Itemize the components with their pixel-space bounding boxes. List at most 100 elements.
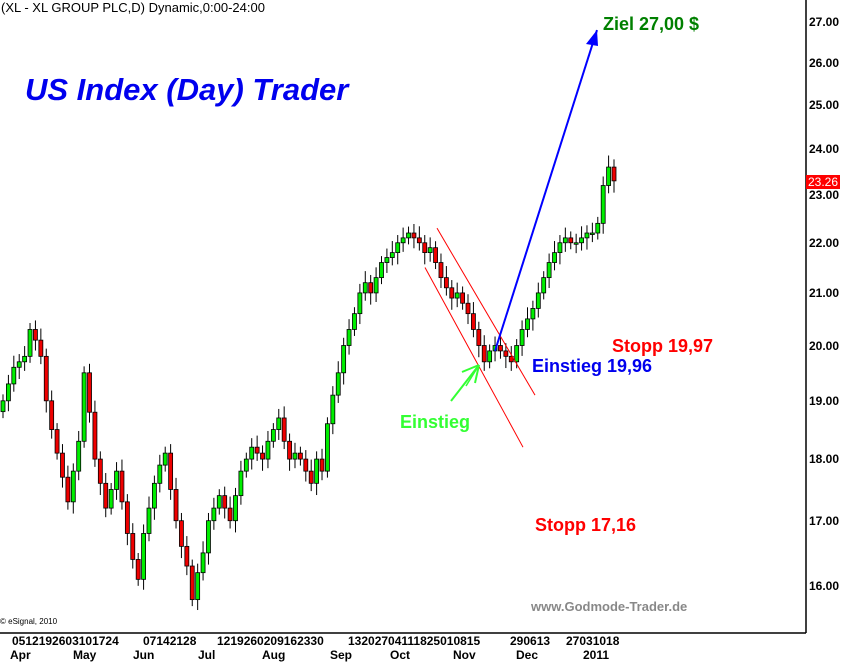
price-tick-label: 18.00 xyxy=(809,452,840,467)
candle-down xyxy=(460,292,466,304)
candle-up xyxy=(487,350,493,363)
candle-up xyxy=(233,495,238,522)
candle-down xyxy=(189,565,195,601)
candle-down xyxy=(416,237,422,244)
candles xyxy=(0,155,617,611)
candle-up xyxy=(606,166,611,186)
candle-down xyxy=(449,287,455,299)
candle-up xyxy=(292,452,298,460)
candle-up xyxy=(552,252,557,263)
month-label: May xyxy=(73,648,97,662)
candle-up xyxy=(243,458,249,472)
candle-down xyxy=(60,452,65,478)
candle-up xyxy=(341,345,347,374)
candle-up xyxy=(395,242,401,254)
candle-up xyxy=(589,232,595,235)
candle-down xyxy=(92,411,98,460)
candle-up xyxy=(70,470,76,503)
price-tick-label: 20.00 xyxy=(809,338,840,353)
candle-up xyxy=(600,185,606,224)
candle-up xyxy=(584,232,590,239)
month-label: 2011 xyxy=(583,648,610,662)
candle-up xyxy=(427,247,433,254)
candle-up xyxy=(557,242,563,254)
candle-up xyxy=(525,318,530,330)
candle-up xyxy=(519,329,525,346)
month-label: Aug xyxy=(262,648,286,662)
candle-up xyxy=(535,292,541,309)
candle-up xyxy=(238,470,244,497)
candle-down xyxy=(503,350,509,357)
candle-down xyxy=(303,458,309,472)
candle-up xyxy=(157,464,163,484)
candle-up xyxy=(141,533,146,580)
candle-down xyxy=(433,247,438,263)
overlay xyxy=(424,29,598,448)
candle-up xyxy=(546,262,552,279)
candle-down xyxy=(297,452,303,460)
candle-up xyxy=(579,237,584,244)
candle-down xyxy=(443,277,449,289)
candle-down xyxy=(476,329,482,346)
price-tick-label: 19.00 xyxy=(809,393,840,408)
price-tick-label: 17.00 xyxy=(809,513,840,528)
candle-up xyxy=(373,277,379,294)
candle-up xyxy=(541,277,547,294)
entry-arrow-head xyxy=(461,364,480,373)
candle-down xyxy=(411,232,417,239)
candle-down xyxy=(173,489,179,522)
candle-up xyxy=(211,507,217,522)
candle-down xyxy=(568,237,574,244)
candle-down xyxy=(124,501,130,534)
price-tick-label: 24.00 xyxy=(809,141,840,156)
channel-lower-line xyxy=(424,267,524,448)
price-tick-label: 26.00 xyxy=(809,55,840,70)
channel-upper-line xyxy=(436,227,536,396)
target-arrow-line xyxy=(494,29,598,352)
month-label: Jul xyxy=(198,648,216,662)
candle-up xyxy=(514,345,520,363)
day-labels: 07142128 xyxy=(143,634,197,648)
stop-high-label: Stopp 19,97 xyxy=(612,336,714,356)
candle-down xyxy=(422,242,428,254)
candle-up xyxy=(530,308,536,320)
entry-arrow-head xyxy=(474,364,480,384)
site-watermark: www.Godmode-Trader.de xyxy=(531,599,688,614)
candle-down xyxy=(38,339,44,357)
candle-down xyxy=(168,452,174,490)
candle-up xyxy=(81,372,87,442)
candle-up xyxy=(562,237,568,244)
price-tick-label: 21.00 xyxy=(809,285,840,300)
candle-up xyxy=(22,355,28,363)
candle-up xyxy=(357,292,363,315)
target-arrow-head-icon xyxy=(586,30,598,47)
candle-down xyxy=(65,476,71,503)
candle-down xyxy=(254,446,260,454)
candle-down xyxy=(179,520,184,547)
candle-down xyxy=(260,452,265,460)
candle-up xyxy=(325,423,330,472)
month-label: Apr xyxy=(10,648,31,662)
candle-up xyxy=(384,257,390,263)
candle-up xyxy=(11,366,17,385)
candle-up xyxy=(270,429,276,442)
candle-down xyxy=(49,400,55,430)
candle-up xyxy=(195,572,201,601)
candle-up xyxy=(162,452,168,466)
candle-up xyxy=(249,446,255,460)
price-tick-label: 16.00 xyxy=(809,579,840,594)
candle-down xyxy=(498,345,503,352)
candle-down xyxy=(287,440,292,460)
candle-down xyxy=(481,345,487,363)
candle-up xyxy=(330,394,336,425)
candle-up xyxy=(200,552,206,574)
candle-down xyxy=(222,495,228,509)
month-label: Nov xyxy=(453,648,476,662)
day-labels: 27031018 xyxy=(566,634,620,648)
month-label: Oct xyxy=(390,648,411,662)
entry-arrow-head xyxy=(465,364,480,387)
candle-down xyxy=(465,302,471,315)
entry-price-label: Einstieg 19,96 xyxy=(532,356,653,376)
price-tick-label: 27.00 xyxy=(809,15,840,29)
candle-up xyxy=(265,440,271,460)
